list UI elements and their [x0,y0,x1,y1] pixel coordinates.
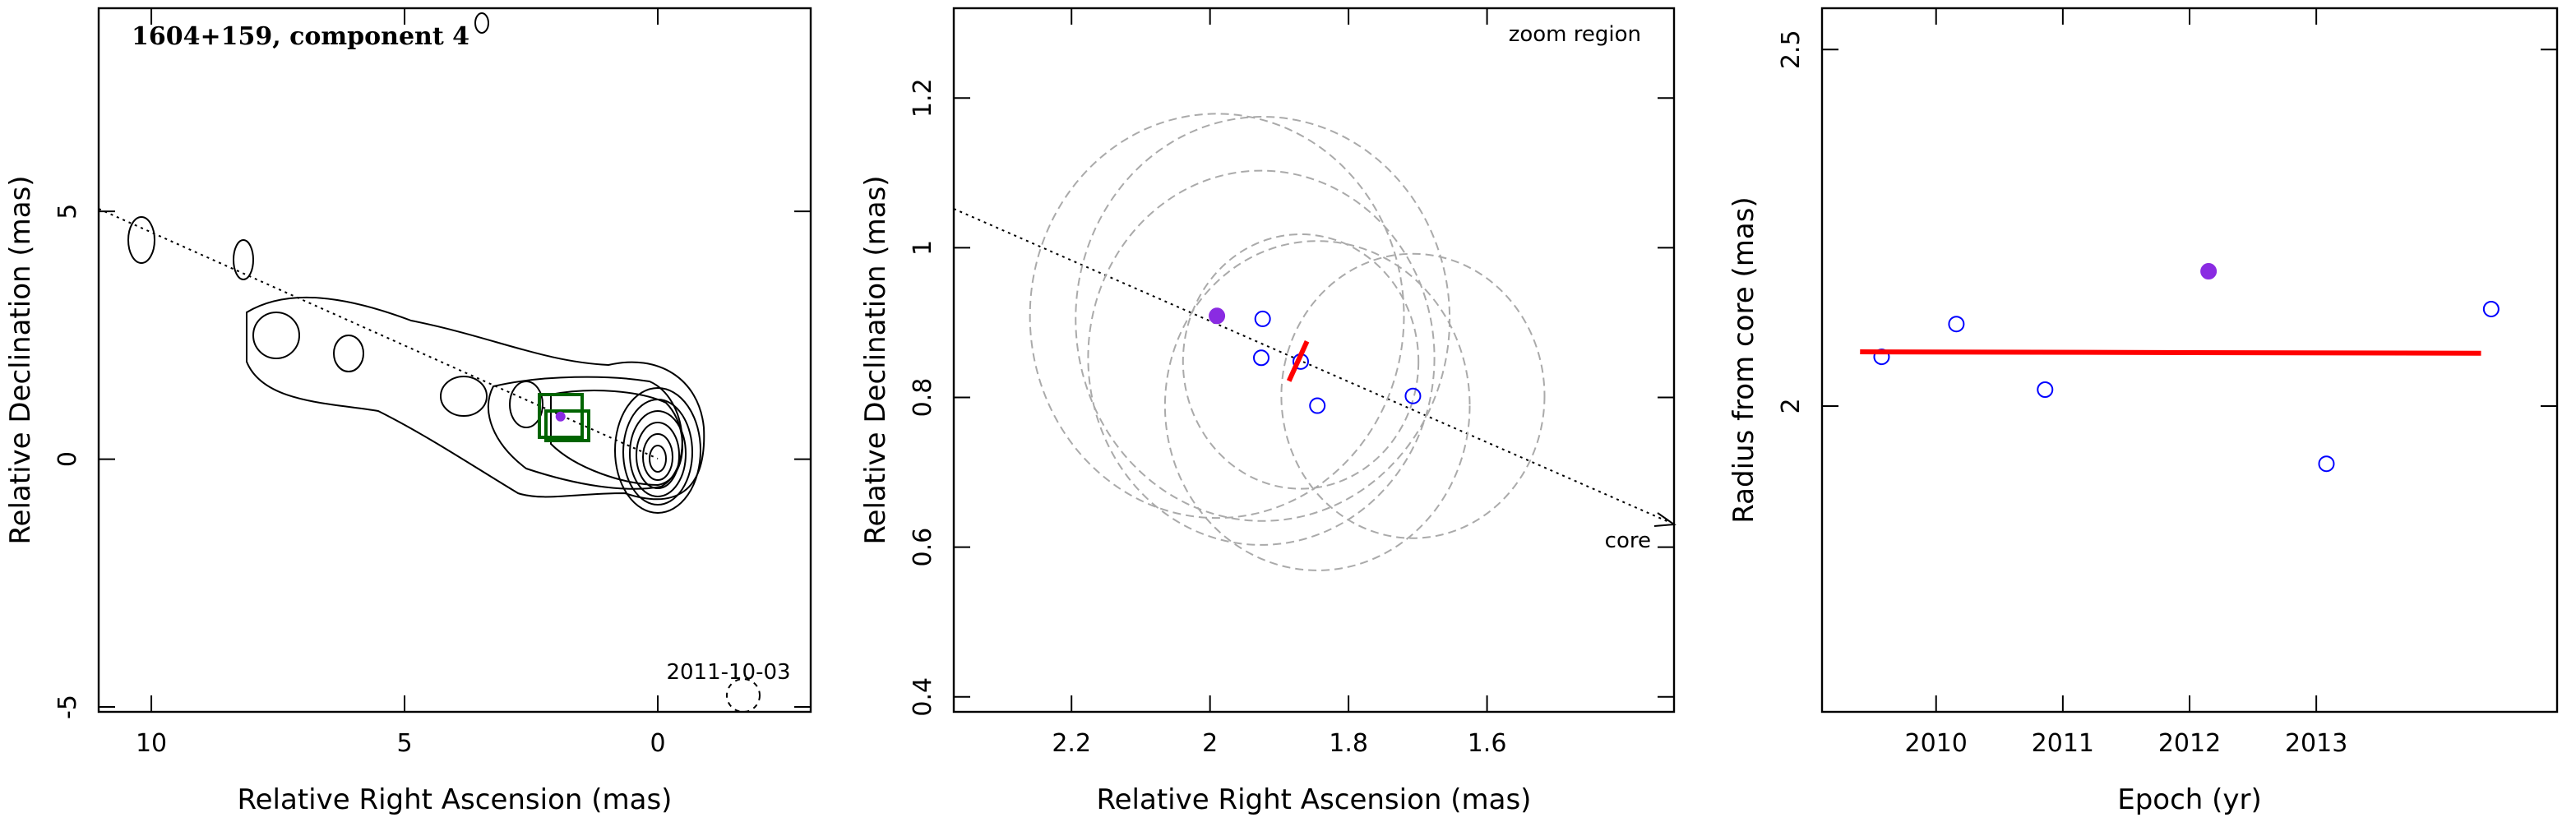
data-point [1309,397,1326,414]
error-circle [1087,169,1436,546]
plot-frame [1820,7,2559,713]
x-tick-label: 2 [1202,729,1218,758]
epoch-label: 2011-10-03 [666,660,790,685]
contour [440,376,488,417]
data-point [2200,263,2218,280]
x-tick-label: 0 [650,729,665,758]
arrowhead [1653,512,1676,527]
y-tick-label: 2 [1777,398,1806,413]
plot-frame [952,7,1676,713]
x-tick-label: 10 [136,729,167,758]
contour [127,216,155,264]
contour [509,381,543,428]
contour [649,445,667,473]
y-tick-label: 0.4 [909,677,937,717]
zoom-box [538,393,584,439]
y-tick-label: 0.6 [909,528,937,567]
y-tick-label: -5 [53,695,82,719]
x-tick-label: 2011 [2032,729,2094,758]
contour [642,433,673,481]
y-tick-label: 5 [53,204,82,219]
annotation: zoom region [1509,22,1641,47]
contour [233,239,254,280]
contour [252,312,300,359]
error-circle [1075,116,1451,522]
component [555,411,566,422]
data-point [1948,316,1965,333]
contour [629,410,687,497]
fit-line [1286,339,1310,382]
x-axis-label: Epoch (yr) [2117,783,2262,816]
core-direction [953,208,1672,524]
contour [622,399,693,506]
y-tick-label: 2.5 [1777,30,1806,69]
x-tick-label: 1.6 [1468,729,1507,758]
contour [550,390,683,487]
x-axis-label: Relative Right Ascension (mas) [238,783,673,816]
y-tick-label: 0.8 [909,378,937,418]
contour [246,296,705,501]
data-point [1209,307,1226,325]
data-point [1254,310,1271,327]
contour [636,422,680,489]
contour-map [98,12,761,713]
data-point [1404,387,1422,404]
error-circle [1163,240,1471,571]
data-point [1252,349,1270,367]
contour [474,12,489,34]
y-tick-label: 0 [53,451,82,467]
y-axis-label: Relative Declination (mas) [4,175,37,544]
x-tick-label: 2012 [2158,729,2221,758]
y-axis-label: Relative Declination (mas) [859,175,892,544]
plot-frame [97,7,812,713]
error-circle [1280,252,1546,539]
zoom-box [544,409,590,442]
jet-axis [98,208,659,459]
x-tick-label: 2010 [1905,729,1968,758]
x-tick-label: 1.8 [1329,729,1368,758]
x-tick-label: 2.2 [1052,729,1091,758]
data-point [2318,455,2335,473]
x-tick-label: 5 [396,729,412,758]
contour [487,376,683,490]
error-circle [1029,113,1405,520]
contour [614,387,701,514]
fit-line [1860,349,2481,356]
y-tick-label: 1.2 [909,78,937,118]
data-point [2037,381,2054,398]
y-tick-label: 1 [909,240,937,256]
y-axis-label: Radius from core (mas) [1727,196,1760,523]
beam [726,678,761,713]
data-point [2482,300,2500,317]
annotation: core [1605,529,1651,553]
panel-title: 1604+159, component 4 [132,22,469,51]
x-axis-label: Relative Right Ascension (mas) [1097,783,1532,816]
error-circle [1182,233,1420,490]
x-tick-label: 2013 [2285,729,2347,758]
contour [333,335,364,372]
